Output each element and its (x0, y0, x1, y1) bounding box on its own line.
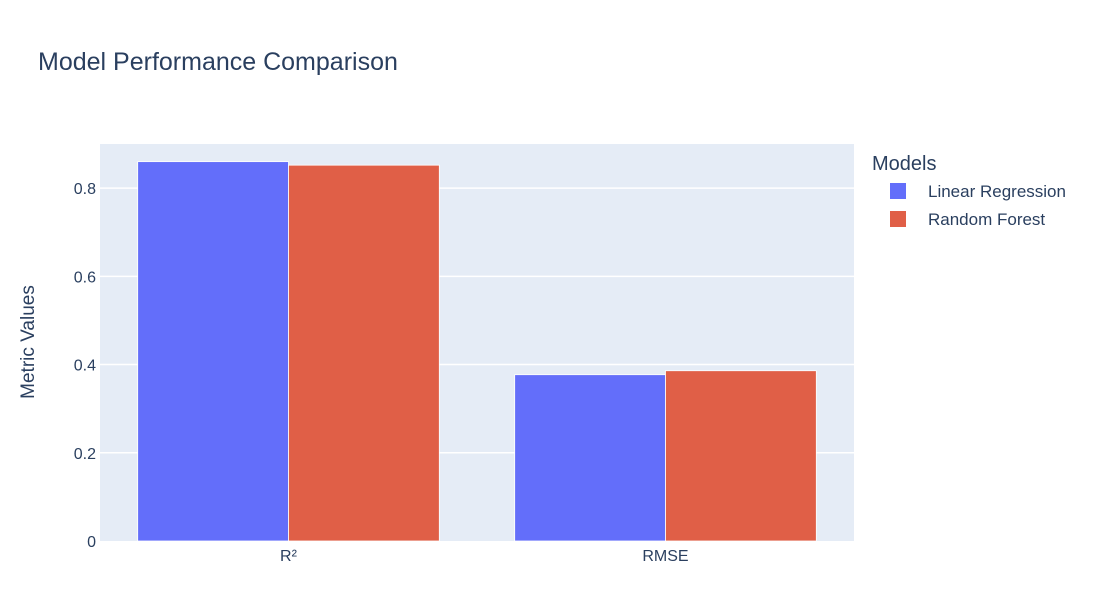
x-axis-ticks: R² RMSE (280, 548, 689, 565)
y-tick-label: 0.8 (74, 181, 96, 198)
y-tick-label: 0.6 (74, 269, 96, 286)
y-tick-label: 0.2 (74, 446, 96, 463)
bars[interactable] (137, 161, 817, 542)
y-axis-ticks: 0 0.2 0.4 0.6 0.8 (74, 181, 96, 551)
chart-title: Model Performance Comparison (38, 48, 398, 76)
x-tick-label: RMSE (642, 548, 688, 565)
legend-label: Linear Regression (928, 182, 1066, 201)
legend-swatch (890, 211, 906, 227)
legend-swatch (890, 183, 906, 199)
legend-item-random-forest[interactable]: Random Forest (890, 210, 1045, 229)
x-tick-label: R² (280, 548, 298, 565)
y-axis-title: Metric Values (18, 285, 39, 399)
bar-linear-regression-1[interactable] (514, 374, 666, 542)
bar-random-forest-0[interactable] (288, 164, 440, 542)
bar-random-forest-1[interactable] (665, 370, 817, 542)
legend[interactable]: Models Linear Regression Random Forest (872, 153, 1066, 229)
y-tick-label: 0 (87, 534, 96, 551)
legend-label: Random Forest (928, 210, 1045, 229)
bar-linear-regression-0[interactable] (137, 161, 289, 542)
legend-item-linear-regression[interactable]: Linear Regression (890, 182, 1066, 201)
legend-title: Models (872, 153, 936, 175)
y-tick-label: 0.4 (74, 358, 96, 375)
